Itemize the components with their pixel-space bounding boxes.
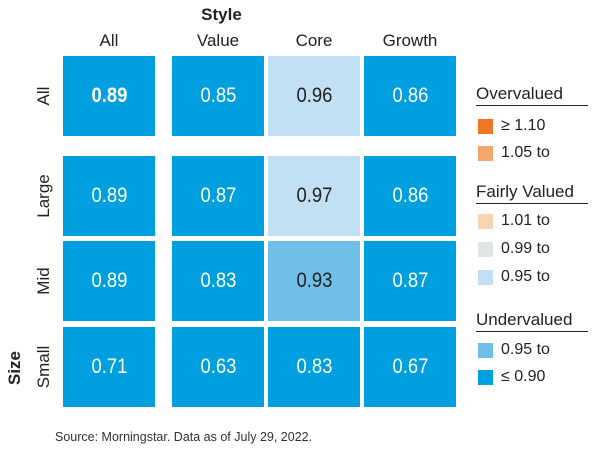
heatmap-cell-all-growth: 0.86 (364, 56, 456, 136)
cell-value-label: 0.83 (296, 355, 332, 378)
cell-value-label: 0.89 (91, 84, 127, 107)
heatmap-cell-all-all: 0.89 (63, 56, 155, 136)
legend-item: 0.95 to (478, 268, 550, 286)
row-label-all: All (34, 86, 53, 106)
cell-value-label: 0.85 (200, 84, 236, 107)
legend-item: 0.95 to (478, 341, 550, 359)
heatmap-cell-mid-core: 0.93 (268, 241, 360, 321)
legend-label: ≥ 1.10 (501, 117, 546, 134)
cell-value-label: 0.86 (392, 84, 428, 107)
cell-value-label: 0.83 (200, 269, 236, 292)
legend-swatch (478, 369, 493, 385)
heatmap-cell-small-all: 0.71 (63, 327, 155, 407)
legend-swatch (478, 241, 493, 257)
heatmap-cell-mid-growth: 0.87 (364, 241, 456, 321)
heatmap-cell-small-growth: 0.67 (364, 327, 456, 407)
size-axis-title: Size (5, 350, 24, 386)
heatmap-cell-large-value: 0.87 (172, 156, 264, 236)
column-label-value: Value (196, 31, 240, 50)
legend-label: 1.01 to (501, 212, 550, 229)
legend-label: 1.05 to (501, 144, 550, 161)
cell-value-label: 0.86 (392, 184, 428, 207)
heatmap-cell-mid-value: 0.83 (172, 241, 264, 321)
cell-value-label: 0.63 (200, 355, 236, 378)
column-label-core: Core (295, 31, 333, 50)
legend-swatch (478, 342, 493, 358)
legend-swatch (478, 145, 493, 161)
legend-item: 1.01 to (478, 212, 550, 230)
heatmap-cell-large-growth: 0.86 (364, 156, 456, 236)
legend-label: 0.99 to (501, 240, 550, 257)
cell-value-label: 0.87 (200, 184, 236, 207)
cell-value-label: 0.89 (91, 269, 127, 292)
cell-value-label: 0.97 (296, 184, 332, 207)
legend-swatch (478, 213, 493, 229)
style-title: Style (201, 5, 242, 24)
cell-value-label: 0.96 (296, 84, 332, 107)
legend-swatch (478, 118, 493, 134)
legend-heading-overvalued: Overvalued (476, 84, 588, 106)
row-label-small: Small (34, 345, 53, 389)
heatmap-cell-all-value: 0.85 (172, 56, 264, 136)
legend-heading-fairly-valued: Fairly Valued (476, 182, 588, 204)
cell-value-label: 0.67 (392, 355, 428, 378)
row-label-mid: Mid (34, 267, 53, 295)
heatmap-cell-all-core: 0.96 (268, 56, 360, 136)
legend-swatch (478, 269, 493, 285)
heatmap-cell-mid-all: 0.89 (63, 241, 155, 321)
cell-value-label: 0.87 (392, 269, 428, 292)
heatmap-cell-small-core: 0.83 (268, 327, 360, 407)
cell-value-label: 0.93 (296, 269, 332, 292)
column-label-all: All (99, 31, 119, 50)
legend-item: 0.99 to (478, 240, 550, 258)
heatmap-cell-small-value: 0.63 (172, 327, 264, 407)
heatmap-cell-large-core: 0.97 (268, 156, 360, 236)
column-label-growth: Growth (382, 31, 438, 50)
legend-label: 0.95 to (501, 341, 550, 358)
legend-label: 0.95 to (501, 268, 550, 285)
legend-label: ≤ 0.90 (501, 368, 546, 385)
legend-item: ≤ 0.90 (478, 368, 545, 386)
row-label-large: Large (34, 174, 53, 218)
legend-item: ≥ 1.10 (478, 117, 545, 135)
heatmap-cell-large-all: 0.89 (63, 156, 155, 236)
cell-value-label: 0.89 (91, 184, 127, 207)
legend-item: 1.05 to (478, 144, 550, 162)
legend-heading-undervalued: Undervalued (476, 310, 588, 332)
cell-value-label: 0.71 (91, 355, 127, 378)
source-note: Source: Morningstar. Data as of July 29,… (55, 430, 313, 444)
